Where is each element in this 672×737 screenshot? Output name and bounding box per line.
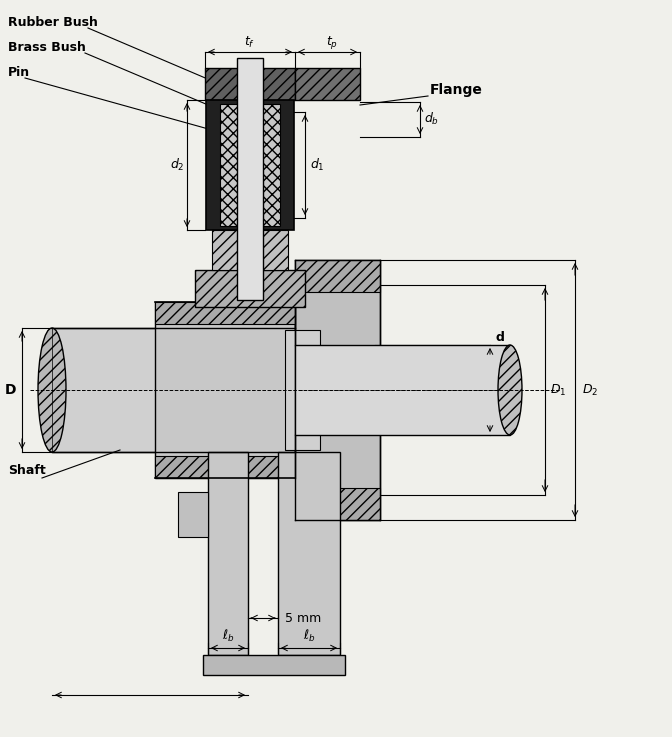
Bar xyxy=(295,260,380,520)
Bar xyxy=(237,58,263,300)
Bar xyxy=(195,270,305,307)
Text: d: d xyxy=(495,330,505,343)
Bar xyxy=(285,330,320,450)
Text: Rubber Bush: Rubber Bush xyxy=(8,15,98,29)
Bar xyxy=(203,655,345,675)
Text: $D_2$: $D_2$ xyxy=(582,383,598,397)
Text: Pin: Pin xyxy=(8,66,30,79)
Bar xyxy=(206,100,294,230)
Bar xyxy=(295,345,510,435)
Text: $t_f$: $t_f$ xyxy=(245,35,255,49)
Bar xyxy=(212,230,288,270)
Ellipse shape xyxy=(38,328,66,452)
Text: $d_1$: $d_1$ xyxy=(310,157,325,173)
Text: Shaft: Shaft xyxy=(8,464,46,477)
Bar xyxy=(178,492,208,537)
Bar xyxy=(295,260,380,292)
Ellipse shape xyxy=(498,345,522,435)
Text: $\ell_b$: $\ell_b$ xyxy=(303,628,315,644)
Text: Flange: Flange xyxy=(430,83,483,97)
Text: D: D xyxy=(4,383,15,397)
Bar xyxy=(205,68,295,100)
Bar xyxy=(52,328,290,452)
Bar xyxy=(278,452,340,655)
Text: $D_1$: $D_1$ xyxy=(550,383,566,397)
Bar xyxy=(155,302,295,324)
Text: $d_b$: $d_b$ xyxy=(425,111,439,127)
Bar xyxy=(220,104,280,226)
Text: 5 mm: 5 mm xyxy=(285,612,321,624)
Bar xyxy=(295,68,360,100)
Text: $t_p$: $t_p$ xyxy=(326,33,338,51)
Bar xyxy=(208,452,248,655)
Bar xyxy=(155,456,295,478)
Text: $\ell_b$: $\ell_b$ xyxy=(222,628,235,644)
Bar xyxy=(295,488,380,520)
Text: $d_2$: $d_2$ xyxy=(170,157,184,173)
Text: Brass Bush: Brass Bush xyxy=(8,41,86,54)
Bar xyxy=(155,302,295,478)
